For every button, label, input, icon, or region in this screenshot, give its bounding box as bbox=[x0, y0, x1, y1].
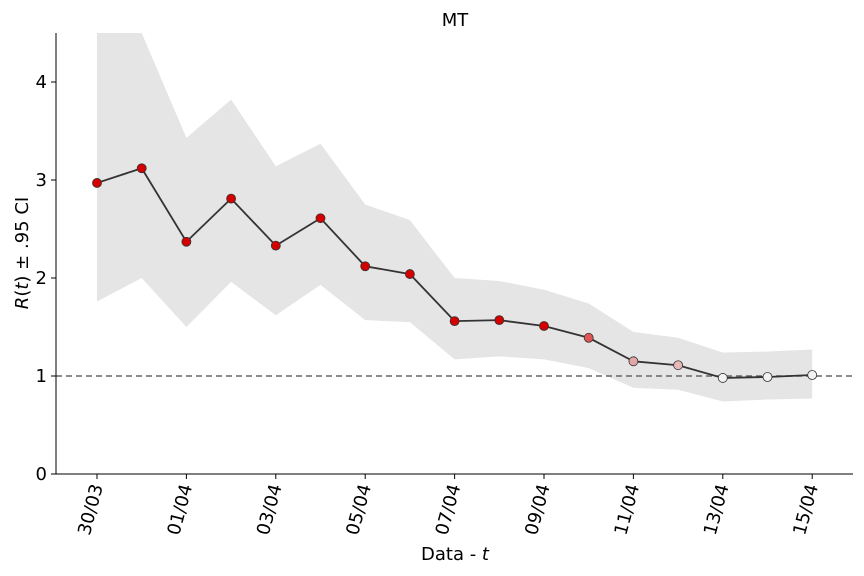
y-tick-label: 0 bbox=[36, 464, 47, 485]
x-tick-label: 30/03 bbox=[74, 482, 108, 538]
data-point bbox=[673, 360, 683, 371]
y-tick-label: 3 bbox=[36, 170, 47, 191]
y-tick-label: 2 bbox=[36, 268, 47, 289]
x-tick-label: 05/04 bbox=[342, 482, 376, 538]
data-point bbox=[494, 315, 505, 326]
data-point bbox=[270, 240, 281, 251]
x-axis-label: Data - t bbox=[421, 544, 490, 565]
chart-title: MT bbox=[442, 10, 470, 31]
x-ticks: 30/03 01/04 03/04 05/04 07/04 09/04 11/04 13/04… bbox=[74, 474, 823, 537]
data-point bbox=[404, 269, 415, 279]
x-tick-label: 15/04 bbox=[789, 482, 823, 538]
data-point bbox=[449, 316, 460, 327]
data-point bbox=[628, 356, 639, 367]
ci-band bbox=[97, 33, 813, 402]
y-tick-label: 4 bbox=[36, 72, 47, 93]
data-point bbox=[181, 236, 192, 247]
data-point bbox=[717, 373, 728, 383]
data-point bbox=[360, 261, 371, 272]
data-point bbox=[807, 370, 818, 380]
x-tick-label: 09/04 bbox=[521, 482, 555, 538]
data-point bbox=[226, 193, 237, 204]
ci-band-layer bbox=[97, 33, 813, 402]
x-tick-label: 03/04 bbox=[253, 482, 287, 538]
y-tick-label: 1 bbox=[36, 366, 47, 387]
data-points bbox=[92, 163, 818, 383]
data-point bbox=[92, 178, 102, 188]
x-tick-label: 01/04 bbox=[164, 482, 198, 538]
data-point bbox=[583, 332, 594, 343]
data-point bbox=[136, 163, 147, 174]
data-point bbox=[315, 213, 326, 224]
data-point bbox=[762, 372, 773, 382]
x-tick-label: 13/04 bbox=[700, 482, 734, 538]
y-ticks: 0 1 2 3 4 bbox=[36, 72, 56, 485]
y-axis-label: R(t) ± .95 CI bbox=[12, 197, 33, 309]
x-tick-label: 11/04 bbox=[611, 482, 645, 538]
data-point bbox=[539, 321, 549, 331]
x-tick-label: 07/04 bbox=[432, 482, 466, 538]
